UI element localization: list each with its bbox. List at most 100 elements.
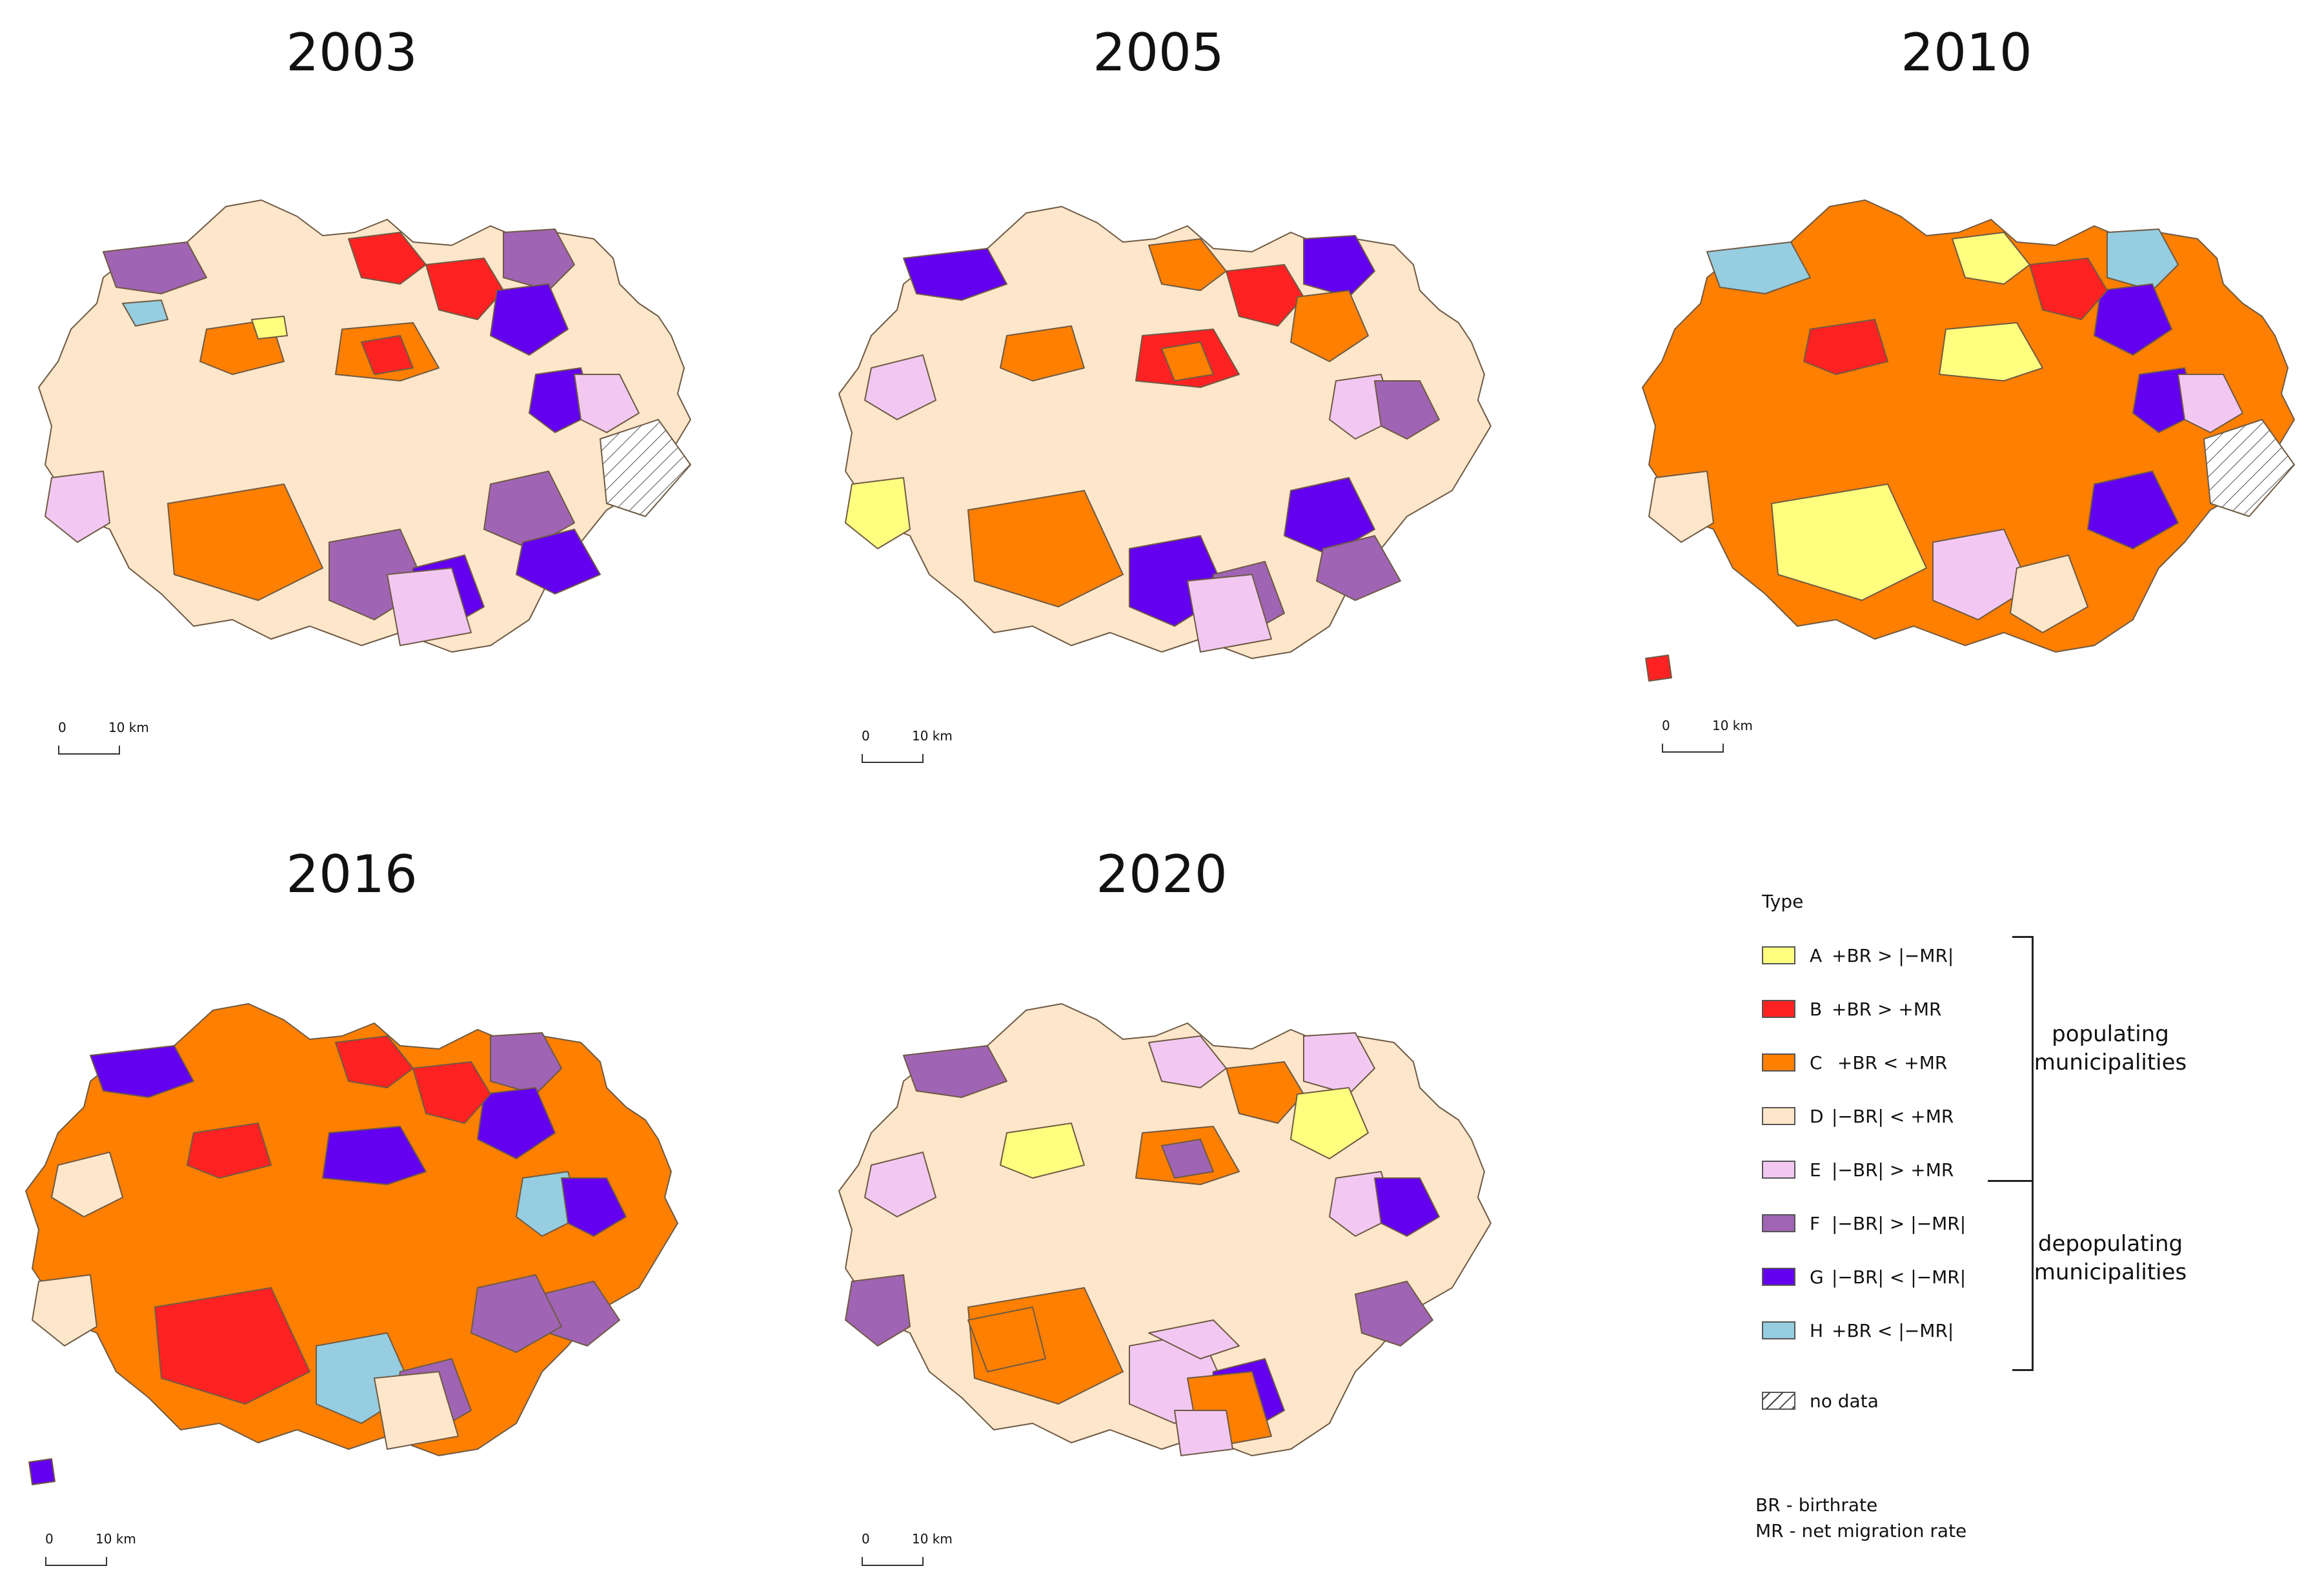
scale-zero-label: 0 (1662, 718, 1670, 733)
legend-condition: |−BR| > +MR (1832, 1159, 1954, 1181)
populating-label: populating municipalities (2034, 1021, 2187, 1076)
scale-bar-2016: 0 10 km (45, 1531, 161, 1576)
legend-swatch-b (1762, 1000, 1795, 1018)
scale-bar-2010: 0 10 km (1662, 718, 1778, 763)
municipality-sw (1645, 655, 1672, 682)
municipality-s4 (1187, 574, 1272, 653)
municipality-w2 (864, 354, 936, 420)
scale-bar-2005: 0 10 km (862, 728, 978, 773)
municipality-nw (103, 241, 207, 294)
depopulating-label: depopulating municipalities (2034, 1231, 2187, 1286)
legend-swatch-d (1762, 1107, 1795, 1125)
municipality-se2 (1316, 535, 1401, 601)
municipality-nd (600, 419, 691, 517)
municipality-n1 (1952, 232, 2030, 285)
map-title-2020: 2020 (1096, 844, 1228, 904)
scale-bar-line (862, 754, 924, 763)
legend-swatch-h (1762, 1321, 1795, 1339)
legend-item-b: B +BR > +MR (1762, 996, 1941, 1022)
legend-code: B (1810, 998, 1823, 1020)
legend-code: D (1810, 1105, 1824, 1127)
municipality-nw (903, 248, 1007, 301)
municipality-c2 (322, 1126, 427, 1185)
scale-distance-label: 10 km (1712, 718, 1753, 733)
legend-item-no-data: no data (1762, 1388, 1879, 1414)
scale-zero-label: 0 (58, 720, 66, 735)
municipality-se1 (470, 1274, 562, 1353)
municipality-e2 (2177, 374, 2243, 433)
legend-item-g: G |−BR| < |−MR| (1762, 1264, 1966, 1290)
municipality-n1 (335, 1035, 414, 1088)
municipality-n1 (1148, 238, 1227, 291)
legend-item-d: D |−BR| < +MR (1762, 1103, 1954, 1129)
municipality-n2 (1226, 1061, 1304, 1124)
choropleth-map-2020 (838, 1003, 1491, 1456)
scale-zero-label: 0 (862, 1531, 870, 1547)
municipality-sw (28, 1458, 56, 1485)
municipality-c1 (1000, 1123, 1085, 1179)
municipality-ne1 (2107, 229, 2179, 291)
municipality-ne1 (1303, 235, 1375, 298)
municipality-s1 (154, 1287, 310, 1405)
legend-condition: +BR > +MR (1832, 998, 1942, 1020)
municipality-w2 (864, 1152, 936, 1217)
legend-code: G (1810, 1266, 1824, 1288)
municipality-w3 (967, 1306, 1046, 1372)
municipality-nd (2203, 419, 2295, 517)
group-divider (1988, 1180, 2032, 1182)
note-birthrate: BR - birthrate (1755, 1494, 1878, 1516)
municipality-ne1 (1303, 1032, 1375, 1095)
municipality-s5 (1174, 1410, 1233, 1456)
municipality-e2 (1374, 1177, 1440, 1237)
municipality-c3 (1161, 341, 1214, 381)
legend-condition: |−BR| > |−MR| (1832, 1212, 1966, 1234)
municipality-s1 (1771, 483, 1927, 601)
municipality-c2 (1939, 322, 2043, 381)
municipality-s3 (2010, 554, 2088, 633)
scale-bar-line (58, 746, 120, 755)
municipality-ne1 (490, 1032, 562, 1095)
municipality-c3 (361, 335, 414, 375)
municipality-nw (90, 1045, 194, 1098)
map-title-2003: 2003 (286, 23, 418, 83)
municipality-ne2 (1290, 1087, 1369, 1159)
scale-zero-label: 0 (862, 728, 870, 744)
legend-item-f: F |−BR| > |−MR| (1762, 1210, 1966, 1236)
municipality-ne1 (503, 229, 575, 291)
legend-condition: +BR < +MR (1832, 1052, 1948, 1073)
municipality-n2 (425, 258, 504, 320)
municipality-w2 (51, 1152, 123, 1217)
no-data-hatch-swatch (1762, 1392, 1795, 1410)
municipality-se1 (2087, 471, 2179, 549)
municipality-s4 (387, 567, 472, 646)
municipality-c1 (1803, 319, 1888, 375)
municipality-se2 (516, 529, 601, 595)
municipality-nw (1706, 241, 1811, 294)
municipality-n2 (1226, 264, 1304, 327)
legend-code: H (1810, 1319, 1824, 1341)
municipality-c3 (1161, 1139, 1214, 1179)
municipality-ne2 (2094, 283, 2172, 356)
scale-bar-line (862, 1557, 924, 1566)
municipality-c1 (1000, 325, 1085, 381)
legend-condition: +BR > |−MR| (1832, 944, 1954, 966)
legend-item-a: A +BR > |−MR| (1762, 942, 1954, 968)
map-title-2016: 2016 (286, 844, 418, 904)
municipality-w1 (45, 471, 110, 543)
scale-distance-label: 10 km (912, 728, 953, 744)
municipality-n2 (412, 1061, 491, 1124)
scale-distance-label: 10 km (912, 1531, 953, 1547)
scale-bar-2020: 0 10 km (862, 1531, 978, 1576)
municipality-s1 (167, 483, 323, 601)
scale-bar-line (1662, 744, 1724, 753)
municipality-c4 (1148, 1319, 1240, 1359)
legend-swatch-e (1762, 1161, 1795, 1179)
municipality-s1 (967, 490, 1124, 607)
scale-distance-label: 10 km (108, 720, 149, 735)
municipality-nw (903, 1045, 1007, 1098)
municipality-ne2 (490, 283, 569, 356)
municipality-e2 (574, 374, 640, 433)
legend-swatch-c (1762, 1053, 1795, 1072)
map-title-2005: 2005 (1093, 23, 1224, 83)
choropleth-map-2010 (1642, 199, 2295, 682)
